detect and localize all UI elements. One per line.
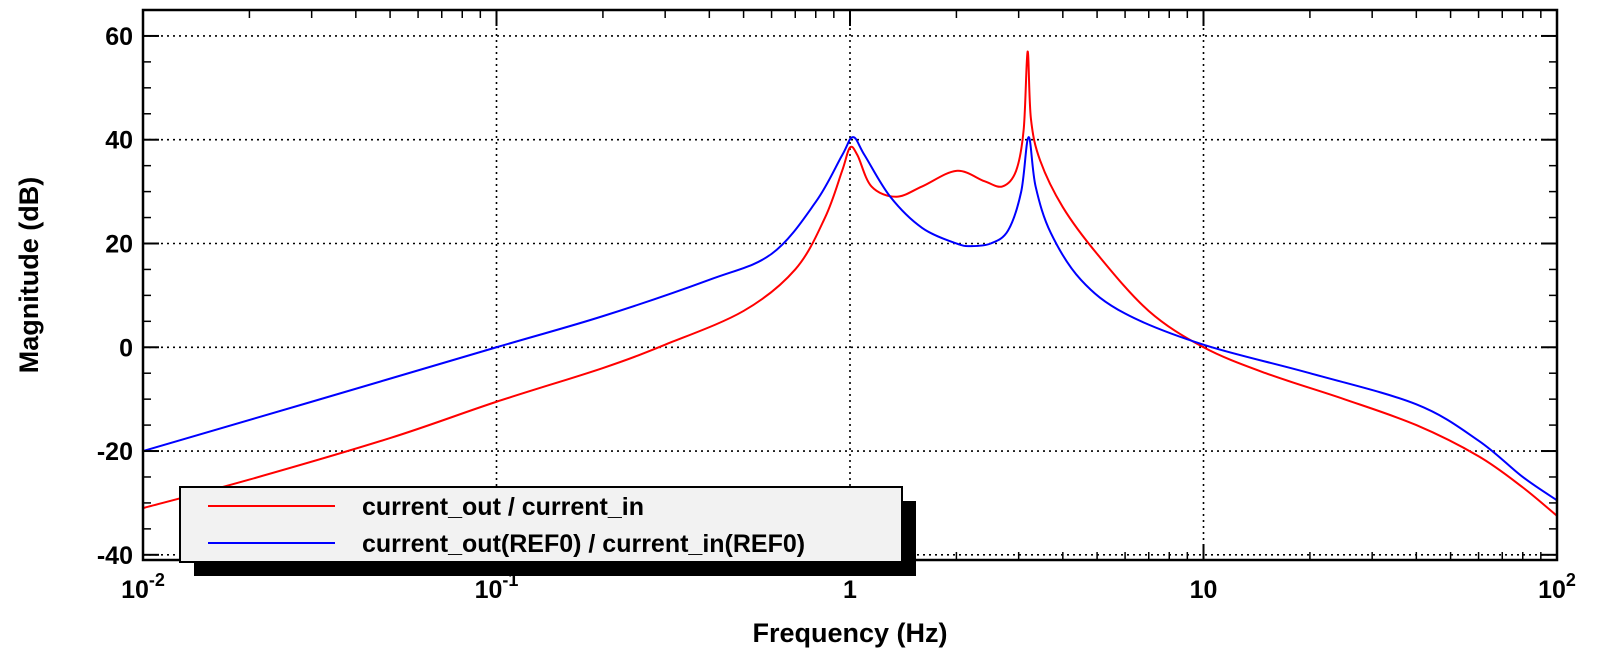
y-axis-title: Magnitude (dB) — [14, 177, 44, 373]
plot-frame — [141, 8, 1559, 562]
major-ticks — [142, 10, 1558, 560]
y-tick-label: -20 — [97, 438, 133, 466]
x-axis-title: Frequency (Hz) — [752, 618, 947, 648]
x-tick-label: 10-2 — [121, 570, 165, 604]
y-tick-labels: -40 -20 0 20 40 60 — [97, 23, 133, 570]
x-tick-label: 10 — [1190, 576, 1218, 604]
x-tick-label: 102 — [1538, 570, 1576, 604]
legend-label-ref0: current_out(REF0) / current_in(REF0) — [362, 530, 805, 558]
x-tick-label: 1 — [843, 576, 857, 604]
y-tick-label: 40 — [105, 127, 133, 155]
legend: current_out / current_in current_out(REF… — [179, 486, 916, 576]
y-tick-label: 0 — [119, 334, 133, 362]
legend-label-current-out: current_out / current_in — [362, 493, 644, 521]
series-line-current-out — [142, 50, 1558, 517]
minor-ticks — [143, 9, 1557, 560]
x-tick-labels: 10-2 10-1 1 10 102 — [121, 570, 1576, 604]
grid-lines — [143, 10, 1557, 560]
y-tick-label: 60 — [105, 23, 133, 51]
legend-box — [179, 486, 903, 563]
series-lines — [142, 50, 1558, 517]
y-tick-label: 20 — [105, 230, 133, 258]
series-line-ref0 — [142, 136, 1558, 502]
y-tick-label: -40 — [97, 542, 133, 570]
